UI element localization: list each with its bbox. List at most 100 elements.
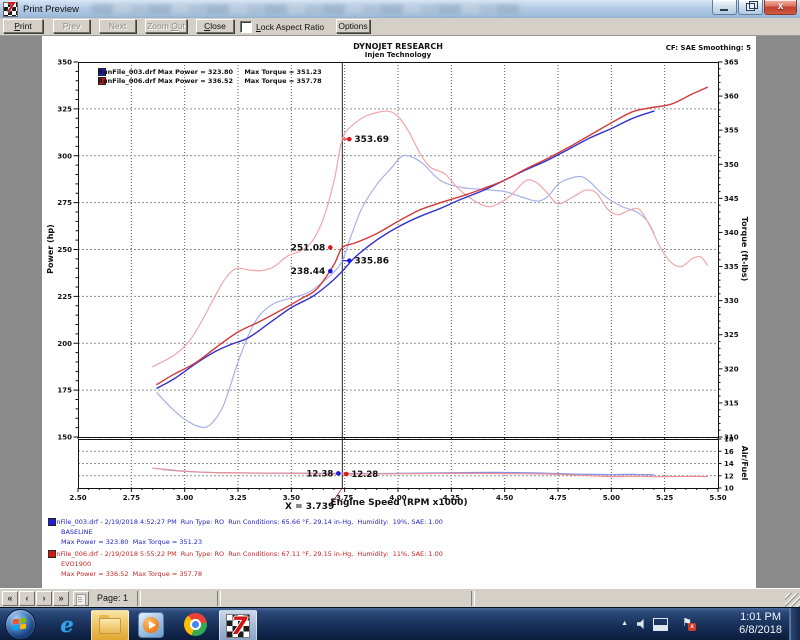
- svg-text:300: 300: [57, 152, 72, 160]
- run-info-block: RunFile_003.drf - 2/19/2018 4:52:27 PM R…: [48, 517, 748, 547]
- show-desktop-button[interactable]: [789, 608, 800, 640]
- titlebar: 7 Print Preview x: [0, 0, 800, 19]
- annotation-dot: [347, 258, 352, 263]
- nav-button-1[interactable]: ‹: [19, 591, 35, 606]
- taskbar-windows-explorer[interactable]: [91, 610, 129, 640]
- svg-text:150: 150: [57, 434, 72, 442]
- svg-text:350: 350: [57, 59, 72, 67]
- cursor-x-label: X = 3.739: [285, 502, 345, 511]
- svg-text:12.38: 12.38: [306, 469, 333, 479]
- svg-text:16: 16: [724, 448, 734, 456]
- svg-text:10: 10: [724, 485, 734, 493]
- annotation-dot: [328, 245, 333, 250]
- gridlines: [78, 62, 718, 488]
- statusbar: «‹›» Page: 1: [0, 588, 800, 608]
- dynojet-icon: 7: [226, 614, 250, 638]
- annotation-dot: [344, 472, 349, 477]
- svg-text:315: 315: [724, 399, 739, 407]
- windows-logo-icon: [13, 618, 28, 631]
- annotation-dot: [328, 269, 333, 274]
- restore-icon: [746, 3, 755, 11]
- series-line: [153, 111, 708, 367]
- chrome-icon: [184, 613, 207, 636]
- svg-text:12.28: 12.28: [351, 470, 378, 480]
- svg-text:330: 330: [724, 297, 739, 305]
- axis-ticks: [74, 62, 723, 492]
- nav-button-0[interactable]: «: [2, 591, 18, 606]
- svg-text:12: 12: [724, 472, 734, 480]
- clock-date: 6/8/2018: [739, 624, 782, 637]
- svg-text:360: 360: [724, 93, 739, 101]
- statusbar-divider: [217, 591, 221, 606]
- ie-icon: e: [60, 612, 73, 637]
- svg-text:14: 14: [724, 460, 734, 468]
- taskbar: e 7 ▲ ⚑x 1:01 PM 6/8/2018: [0, 607, 800, 640]
- minimize-icon: [720, 9, 728, 11]
- taskbar-internet-explorer[interactable]: e: [49, 610, 85, 639]
- svg-text:238.44: 238.44: [291, 267, 326, 277]
- hidden-icons-arrow[interactable]: ▲: [621, 620, 628, 627]
- nav-button-3[interactable]: »: [53, 591, 69, 606]
- clock-time: 1:01 PM: [739, 611, 782, 624]
- volume-icon[interactable]: [637, 619, 648, 629]
- svg-text:275: 275: [57, 199, 72, 207]
- series-line: [157, 87, 707, 384]
- media-player-icon: [138, 612, 164, 638]
- run-info: RunFile_003.drf - 2/19/2018 4:52:27 PM R…: [48, 517, 748, 581]
- svg-text:355: 355: [724, 127, 739, 135]
- start-button[interactable]: [5, 609, 36, 640]
- taskbar-chrome[interactable]: [177, 610, 213, 639]
- page-setup-button[interactable]: [73, 591, 89, 606]
- torque-axis-title: Torque (ft-lbs): [739, 199, 749, 299]
- window-title: Print Preview: [23, 4, 79, 15]
- x-axis-title: Engine Speed (RPM x1000): [42, 498, 756, 508]
- taskbar-dynojet[interactable]: 7: [219, 610, 257, 640]
- statusbar-divider: [471, 591, 475, 606]
- folder-icon: [99, 618, 121, 634]
- svg-text:335.86: 335.86: [354, 257, 389, 267]
- svg-text:251.08: 251.08: [291, 243, 326, 253]
- close-preview-button[interactable]: Close: [196, 19, 234, 33]
- restore-button[interactable]: [738, 0, 763, 15]
- svg-text:345: 345: [724, 195, 739, 203]
- run-details: RunFile_003.drf - 2/19/2018 4:52:27 PM R…: [48, 517, 443, 527]
- page-indicator: Page: 1: [97, 593, 128, 603]
- close-button[interactable]: x: [764, 0, 797, 15]
- taskbar-media-player[interactable]: [133, 610, 169, 639]
- action-center-icon[interactable]: ⚑x: [682, 616, 692, 629]
- nav-button-2[interactable]: ›: [36, 591, 52, 606]
- page-icon: [76, 594, 86, 606]
- svg-text:225: 225: [57, 293, 72, 301]
- run-details: Max Power = 323.80 Max Torque = 351.23: [61, 537, 748, 547]
- run-details: Max Power = 336.52 Max Torque = 357.78: [61, 569, 748, 579]
- svg-text:18: 18: [724, 436, 734, 444]
- options-button[interactable]: Options: [336, 19, 370, 33]
- run-details: RunFile_006.drf - 2/19/2018 5:55:22 PM R…: [48, 549, 443, 559]
- network-icon[interactable]: [653, 618, 668, 631]
- run-details: EVO1900: [61, 559, 748, 569]
- svg-text:175: 175: [57, 387, 72, 395]
- print-preview-window: 7 Print Preview x Print Prev Next Zoom O…: [0, 0, 800, 640]
- minimize-button[interactable]: [712, 0, 737, 15]
- svg-text:325: 325: [57, 105, 72, 113]
- toolbar: Print Prev Next Zoom Out Close Lock Aspe…: [0, 18, 800, 36]
- svg-text:335: 335: [724, 263, 739, 271]
- prev-button[interactable]: Prev: [53, 19, 90, 33]
- run-info-block: RunFile_006.drf - 2/19/2018 5:55:22 PM R…: [48, 549, 748, 579]
- series-line: [157, 155, 654, 427]
- statusbar-divider: [137, 591, 141, 606]
- resize-grip[interactable]: [785, 593, 800, 608]
- print-button[interactable]: Print: [3, 19, 43, 33]
- report-page: DYNOJET RESEARCH Injen Technology CF: SA…: [42, 36, 756, 588]
- legend-text: RunFile_006.drf Max Power = 336.52 Max T…: [98, 77, 322, 85]
- svg-text:200: 200: [57, 340, 72, 348]
- annotation-dot: [347, 137, 352, 142]
- legend-text: RunFile_003.drf Max Power = 323.80 Max T…: [98, 68, 322, 76]
- svg-text:365: 365: [724, 59, 739, 67]
- run-details: BASELINE: [61, 527, 748, 537]
- zoom-out-button[interactable]: Zoom Out: [145, 19, 187, 33]
- next-button[interactable]: Next: [99, 19, 136, 33]
- taskbar-clock[interactable]: 1:01 PM 6/8/2018: [739, 611, 782, 637]
- lock-aspect-ratio-checkbox[interactable]: [240, 21, 252, 33]
- power-axis-title: Power (hp): [46, 199, 56, 299]
